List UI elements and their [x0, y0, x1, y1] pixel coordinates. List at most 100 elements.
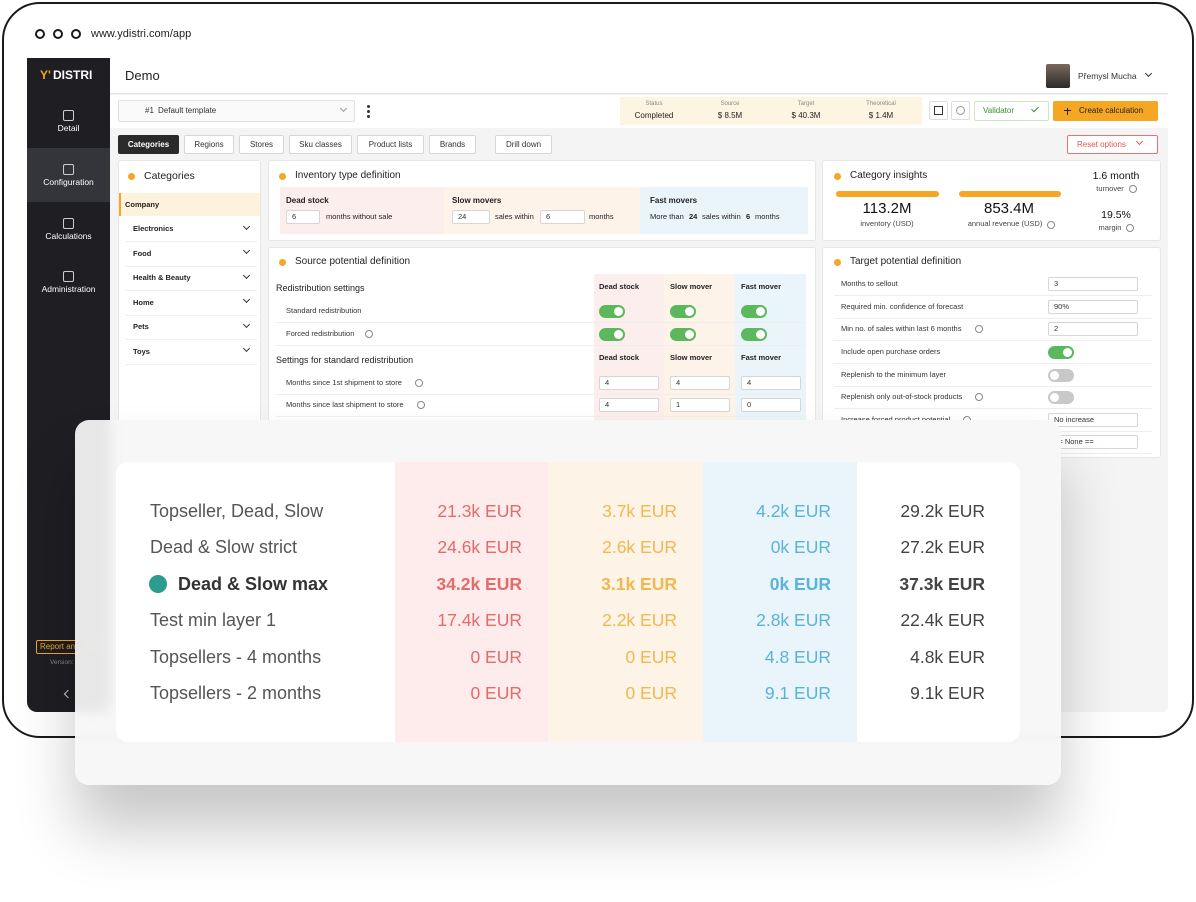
- report-link[interactable]: Report an: [40, 642, 76, 651]
- create-button[interactable]: [1053, 101, 1158, 121]
- tab[interactable]: [184, 135, 234, 154]
- cell: 2.6k EUR: [602, 537, 677, 558]
- highlight-dot: [149, 574, 167, 593]
- input[interactable]: == None ==: [1048, 435, 1138, 449]
- row-divider: [276, 416, 806, 417]
- insight-label: turnover: [1096, 184, 1124, 193]
- row-divider: [276, 322, 806, 323]
- nav-label[interactable]: Detail: [57, 123, 80, 133]
- category-item[interactable]: Home: [133, 297, 154, 307]
- row-divider: [834, 408, 1152, 409]
- stat-label: Status: [645, 101, 663, 107]
- category-item[interactable]: Company: [125, 199, 160, 209]
- row-label: Standard redistribution: [286, 306, 362, 315]
- stat-label: Target: [797, 101, 815, 107]
- orange-dot: [834, 258, 841, 266]
- input[interactable]: 4: [599, 376, 659, 390]
- input[interactable]: 1: [670, 398, 730, 412]
- template-number: #1: [145, 106, 154, 115]
- row-name: Test min layer 1: [150, 610, 277, 631]
- panel-title: Source potential definition: [295, 256, 411, 267]
- input[interactable]: 90%: [1048, 300, 1138, 314]
- tab[interactable]: [289, 135, 352, 154]
- row-divider: [834, 363, 1152, 364]
- input[interactable]: 4: [741, 376, 801, 390]
- row-divider: [276, 345, 806, 346]
- text: More than: [650, 212, 684, 221]
- template-select[interactable]: [118, 100, 355, 122]
- tab[interactable]: [118, 135, 179, 154]
- drill-down-tab[interactable]: [495, 135, 552, 154]
- menu-dot: [367, 115, 370, 118]
- logo-mark: Y': [40, 68, 51, 82]
- stats-block: [620, 97, 922, 125]
- row-name: Dead & Slow max: [178, 573, 329, 594]
- category-item[interactable]: Electronics: [133, 224, 174, 233]
- input[interactable]: 24: [452, 210, 490, 224]
- toggle-knob: [1063, 347, 1072, 357]
- orange-dot: [279, 172, 286, 180]
- toggle-knob: [685, 306, 694, 316]
- validator-button[interactable]: [974, 101, 1049, 121]
- col-header: Dead stock: [599, 353, 640, 362]
- cell: 24.6k EUR: [437, 537, 522, 558]
- input[interactable]: 0: [741, 398, 801, 412]
- row-divider: [125, 265, 257, 267]
- row-divider: [125, 241, 257, 242]
- dead-column: [594, 274, 664, 422]
- cell: 0 EUR: [625, 683, 677, 703]
- input[interactable]: 3: [1048, 277, 1138, 291]
- input[interactable]: 4: [670, 376, 730, 390]
- panel-title: Inventory type definition: [295, 170, 401, 181]
- tab[interactable]: [429, 135, 476, 154]
- input[interactable]: 6: [540, 210, 585, 224]
- category-item[interactable]: Food: [133, 248, 152, 258]
- slow-column: [664, 274, 735, 422]
- page-title: Demo: [125, 68, 160, 83]
- panel: [822, 160, 1161, 241]
- category-item[interactable]: Toys: [133, 346, 150, 356]
- stat-value: Completed: [634, 111, 674, 120]
- stat-label: Theoretical: [866, 101, 896, 107]
- tab[interactable]: [357, 135, 424, 154]
- stat-value: $ 1.4M: [868, 111, 894, 120]
- selected-row: [119, 193, 260, 216]
- row-label: Increase forced product potential: [841, 412, 950, 428]
- row-name: Topsellers - 4 months: [150, 646, 322, 667]
- open-button[interactable]: [929, 101, 948, 120]
- cell: 22.4k EUR: [900, 610, 985, 631]
- insight-value: 1.6 month: [1092, 170, 1140, 182]
- avatar: [1046, 64, 1070, 88]
- row-divider: [125, 290, 257, 291]
- reset-button[interactable]: [1067, 135, 1158, 154]
- input[interactable]: No increase: [1048, 413, 1138, 427]
- col-header: Slow mover: [670, 282, 713, 291]
- nav-label[interactable]: Calculations: [45, 231, 92, 241]
- insight-label: margin: [1098, 223, 1122, 232]
- panel-title: Categories: [144, 170, 195, 182]
- section-title: Settings for standard redistribution: [276, 355, 414, 365]
- info-icon: [417, 401, 425, 409]
- input[interactable]: 6: [286, 210, 320, 224]
- input[interactable]: 2: [1048, 322, 1138, 336]
- fast-column: [703, 462, 857, 742]
- cell: 29.2k EUR: [900, 501, 985, 521]
- row-divider: [276, 394, 806, 395]
- nav-label[interactable]: Administration: [41, 284, 96, 294]
- insight-label: annual revenue (USD): [967, 219, 1043, 228]
- input[interactable]: 4: [599, 398, 659, 412]
- row-divider: [834, 386, 1152, 387]
- cell: 34.2k EUR: [436, 573, 522, 594]
- window-dot: [53, 29, 63, 39]
- row-label: Replenish to the minimum layer: [841, 370, 947, 379]
- nav-label[interactable]: Configuration: [43, 177, 94, 187]
- category-item[interactable]: Health & Beauty: [133, 273, 191, 282]
- cell: 3.1k EUR: [601, 573, 677, 594]
- toggle-knob: [614, 329, 623, 339]
- user-name[interactable]: Přemysl Mucha: [1078, 71, 1137, 81]
- category-item[interactable]: Pets: [133, 322, 149, 331]
- col-header: Fast mover: [741, 353, 782, 362]
- row-divider: [125, 314, 257, 316]
- cell: 4.8 EUR: [764, 646, 831, 667]
- tab[interactable]: [239, 135, 284, 154]
